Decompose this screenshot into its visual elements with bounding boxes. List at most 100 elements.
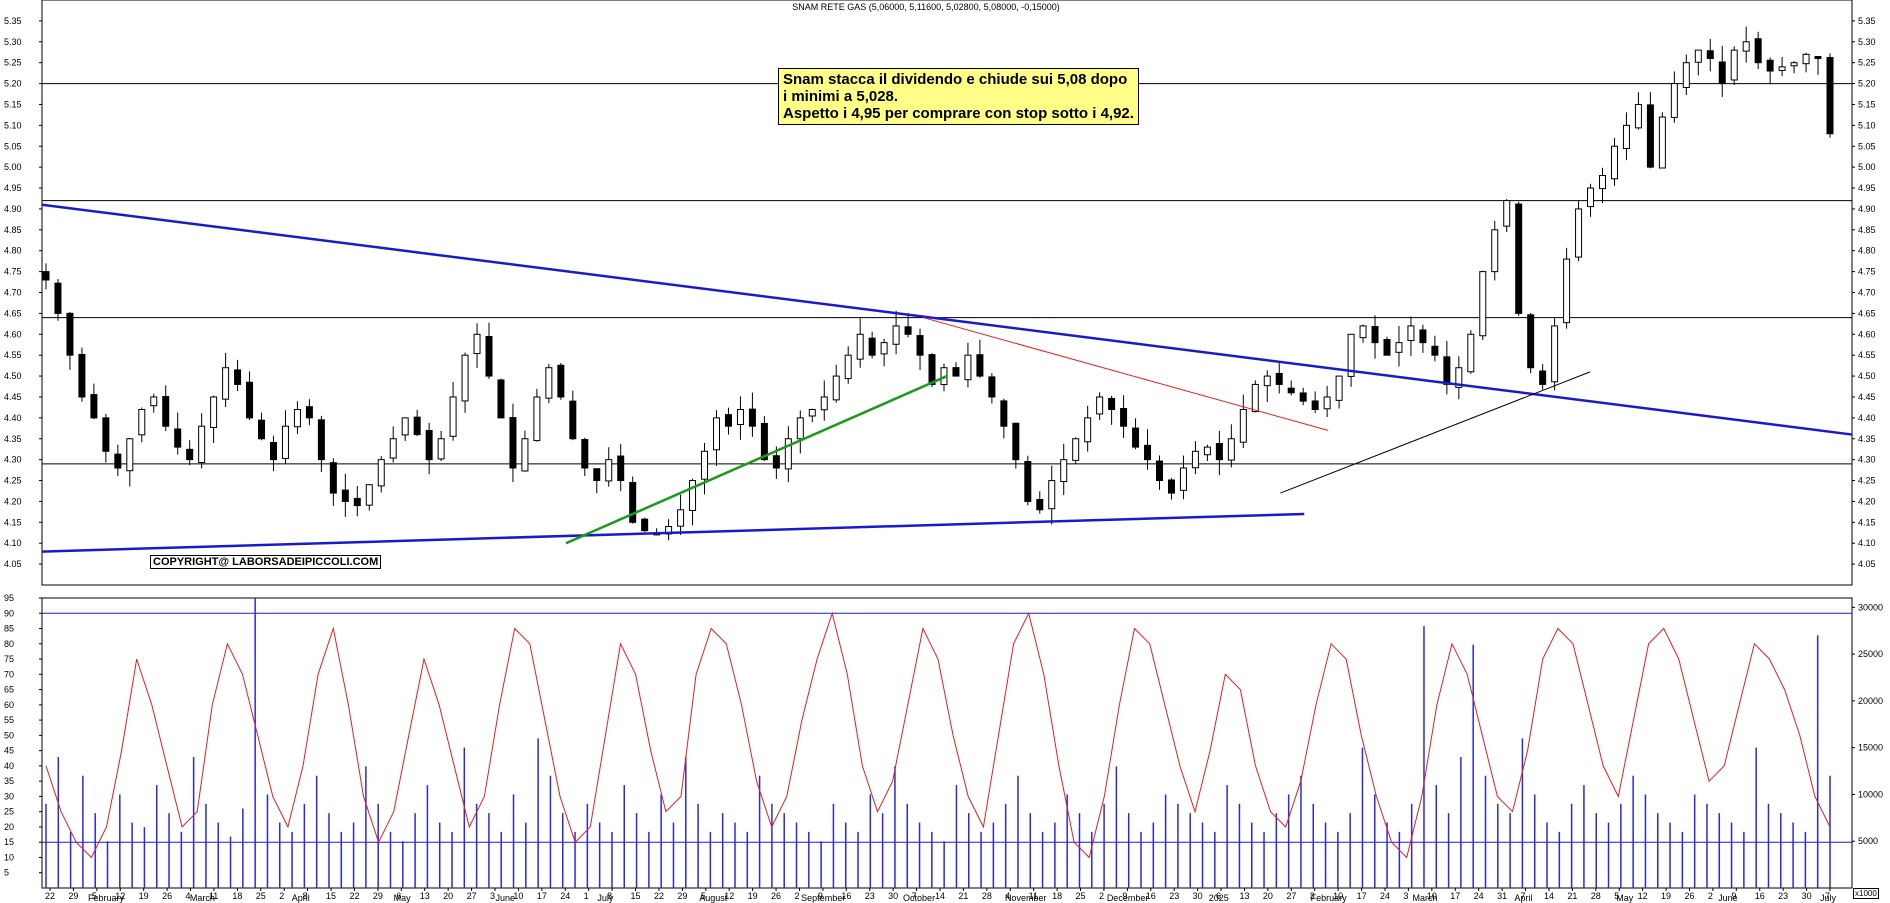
copyright-label: COPYRIGHT@ LABORSADEIPICCOLI.COM — [150, 555, 382, 569]
candle-body — [1443, 356, 1451, 385]
candle-body — [102, 417, 110, 452]
date-tick-label: 19 — [1661, 891, 1671, 901]
candle-body — [281, 425, 289, 459]
date-tick-label: 9 — [1731, 891, 1736, 901]
price-tick-label-left: 4.60 — [4, 329, 22, 339]
candle-body — [353, 497, 361, 507]
date-tick-label: 9 — [818, 891, 823, 901]
candle-body — [78, 353, 86, 398]
candle-body — [1239, 409, 1247, 443]
price-tick-label-right: 5.05 — [1858, 141, 1876, 151]
candle-body — [1359, 325, 1367, 339]
date-tick-label: 11 — [1029, 891, 1038, 901]
month-label: July — [597, 893, 614, 903]
date-tick-label: 9 — [1122, 891, 1127, 901]
candle-body — [1167, 479, 1175, 494]
price-tick-label-right: 4.10 — [1858, 538, 1876, 548]
price-tick-label-right: 4.20 — [1858, 496, 1876, 506]
date-tick-label: 25 — [1076, 891, 1086, 901]
date-tick-label: 26 — [162, 891, 172, 901]
date-tick-label: 17 — [537, 891, 547, 901]
oscillator-tick-label: 75 — [4, 654, 14, 664]
date-tick-label: 21 — [958, 891, 968, 901]
candle-body — [748, 408, 756, 427]
candle-body — [449, 396, 457, 437]
candle-body — [1634, 103, 1642, 129]
candle-body — [904, 326, 912, 335]
candle-body — [677, 509, 685, 527]
price-tick-label-right: 5.30 — [1858, 37, 1876, 47]
date-tick-label: 18 — [1052, 891, 1062, 901]
volume-tick-label: 25000 — [1858, 649, 1883, 659]
price-tick-label-left: 4.15 — [4, 517, 22, 527]
candle-body — [186, 448, 194, 461]
date-tick-label: 24 — [1380, 891, 1390, 901]
date-tick-label: 30 — [888, 891, 898, 901]
candle-body — [509, 417, 517, 469]
candle-body — [1730, 49, 1738, 81]
candle-body — [1551, 325, 1559, 383]
candle-body — [605, 459, 613, 482]
price-tick-label-right: 5.20 — [1858, 79, 1876, 89]
date-tick-label: 7 — [912, 891, 917, 901]
price-tick-label-left: 4.30 — [4, 455, 22, 465]
date-tick-label: 3 — [1403, 891, 1408, 901]
date-tick-label: 26 — [771, 891, 781, 901]
candle-body — [1251, 383, 1259, 413]
date-tick-label: 23 — [865, 891, 875, 901]
candle-body — [485, 336, 493, 377]
candle-body — [1778, 66, 1786, 71]
candle-body — [820, 396, 828, 411]
price-tick-label-right: 4.05 — [1858, 559, 1876, 569]
candle-body — [1299, 392, 1307, 402]
candle-body — [1790, 62, 1798, 67]
date-tick-label: 18 — [232, 891, 242, 901]
date-tick-label: 17 — [1357, 891, 1367, 901]
price-tick-label-left: 4.95 — [4, 183, 22, 193]
candle-body — [1263, 375, 1271, 387]
annotation-line: Snam stacca il dividendo e chiude sui 5,… — [783, 71, 1128, 88]
candle-body — [1802, 53, 1810, 65]
candle-body — [1646, 104, 1654, 168]
date-tick-label: 11 — [209, 891, 218, 901]
date-tick-label: 1 — [584, 891, 589, 901]
candle-body — [1132, 427, 1140, 448]
candle-body — [976, 354, 984, 377]
candle-body — [1275, 372, 1283, 385]
candle-body — [1658, 116, 1666, 169]
candle-body — [1191, 450, 1199, 469]
month-label: October — [903, 893, 935, 903]
price-tick-label-right: 4.70 — [1858, 288, 1876, 298]
candle-body — [1048, 480, 1056, 510]
date-tick-label: 15 — [631, 891, 641, 901]
date-tick-label: 5 — [92, 891, 97, 901]
candle-body — [1766, 59, 1774, 72]
date-tick-label: 16 — [841, 891, 851, 901]
candle-body — [736, 409, 744, 426]
price-tick-label-right: 4.60 — [1858, 329, 1876, 339]
candle-body — [1814, 56, 1822, 60]
candle-body — [222, 367, 230, 400]
candle-body — [545, 367, 553, 399]
price-tick-label-right: 5.10 — [1858, 120, 1876, 130]
candle-body — [1539, 370, 1547, 385]
candle-body — [1395, 342, 1403, 353]
candle-body — [162, 396, 170, 427]
date-tick-label: 6 — [396, 891, 401, 901]
date-tick-label: 24 — [560, 891, 570, 901]
date-tick-label: 25 — [256, 891, 266, 901]
candle-body — [1575, 208, 1583, 258]
oscillator-tick-label: 80 — [4, 639, 14, 649]
trendline-green — [565, 374, 948, 545]
date-tick-label: 14 — [935, 891, 945, 901]
oscillator-tick-label: 10 — [4, 852, 14, 862]
candle-body — [66, 312, 74, 356]
candle-body — [1742, 41, 1750, 52]
candle-body — [1012, 422, 1020, 461]
oscillator-tick-label: 45 — [4, 746, 14, 756]
candle-body — [1156, 460, 1164, 482]
price-tick-label-left: 4.05 — [4, 559, 22, 569]
candle-body — [1215, 443, 1223, 461]
candle-body — [246, 381, 254, 419]
date-tick-label: 23 — [1169, 891, 1179, 901]
